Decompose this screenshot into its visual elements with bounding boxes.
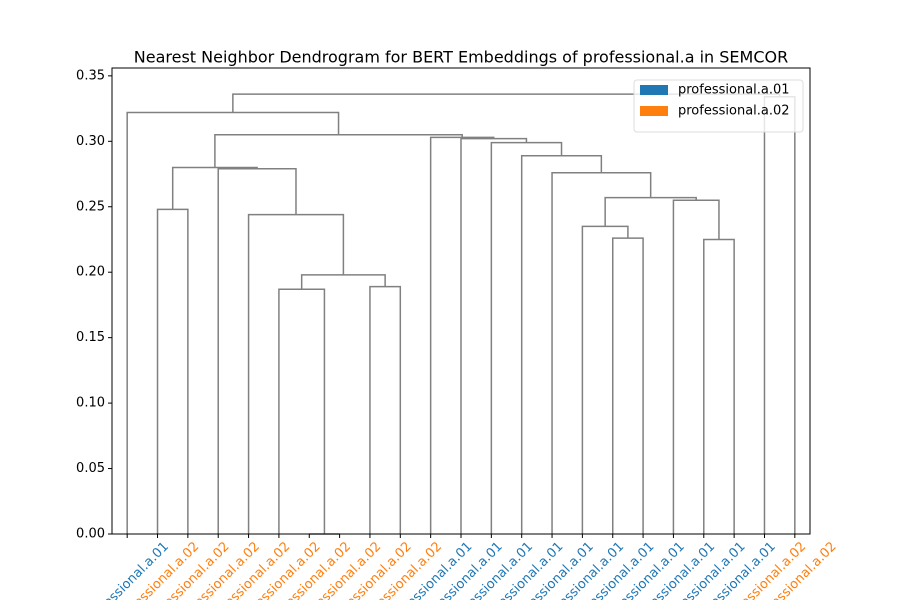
- dendrogram-link: [369, 285, 402, 534]
- dendrogram-link: [581, 225, 629, 534]
- y-tick-label: 0.20: [76, 265, 105, 280]
- y-tick-label: 0.25: [76, 199, 105, 214]
- legend-label: professional.a.02: [678, 104, 790, 119]
- dendrogram-link: [278, 288, 326, 534]
- y-tick-label: 0.35: [76, 68, 105, 83]
- dendrogram-link: [156, 208, 189, 534]
- y-tick-label: 0.30: [76, 134, 105, 149]
- dendrogram-link: [217, 168, 297, 534]
- dendrogram-link: [604, 196, 697, 227]
- dendrogram-link: [429, 136, 495, 534]
- dendrogram-link: [214, 134, 463, 168]
- y-tick-label: 0.05: [76, 461, 105, 476]
- legend-swatch: [640, 106, 668, 116]
- dendrogram-link: [763, 96, 796, 534]
- chart-title: Nearest Neighbor Dendrogram for BERT Emb…: [134, 48, 788, 67]
- dendrogram-link: [126, 111, 340, 534]
- dendrogram-link: [460, 137, 528, 534]
- plot-frame: [111, 67, 811, 535]
- y-tick-label: 0.10: [76, 396, 105, 411]
- dendrogram-link: [520, 154, 603, 534]
- legend-swatch: [640, 85, 668, 95]
- y-tick-label: 0.15: [76, 330, 105, 345]
- dendrogram-link: [171, 166, 258, 210]
- dendrogram-link: [490, 141, 563, 534]
- y-tick-label: 0.00: [76, 527, 105, 542]
- dendrogram-link: [247, 213, 345, 534]
- dendrogram-link: [672, 199, 720, 534]
- dendrogram-link: [611, 237, 644, 534]
- legend-box: [633, 79, 804, 133]
- dendrogram-link: [703, 238, 735, 534]
- legend-label: professional.a.01: [678, 83, 790, 98]
